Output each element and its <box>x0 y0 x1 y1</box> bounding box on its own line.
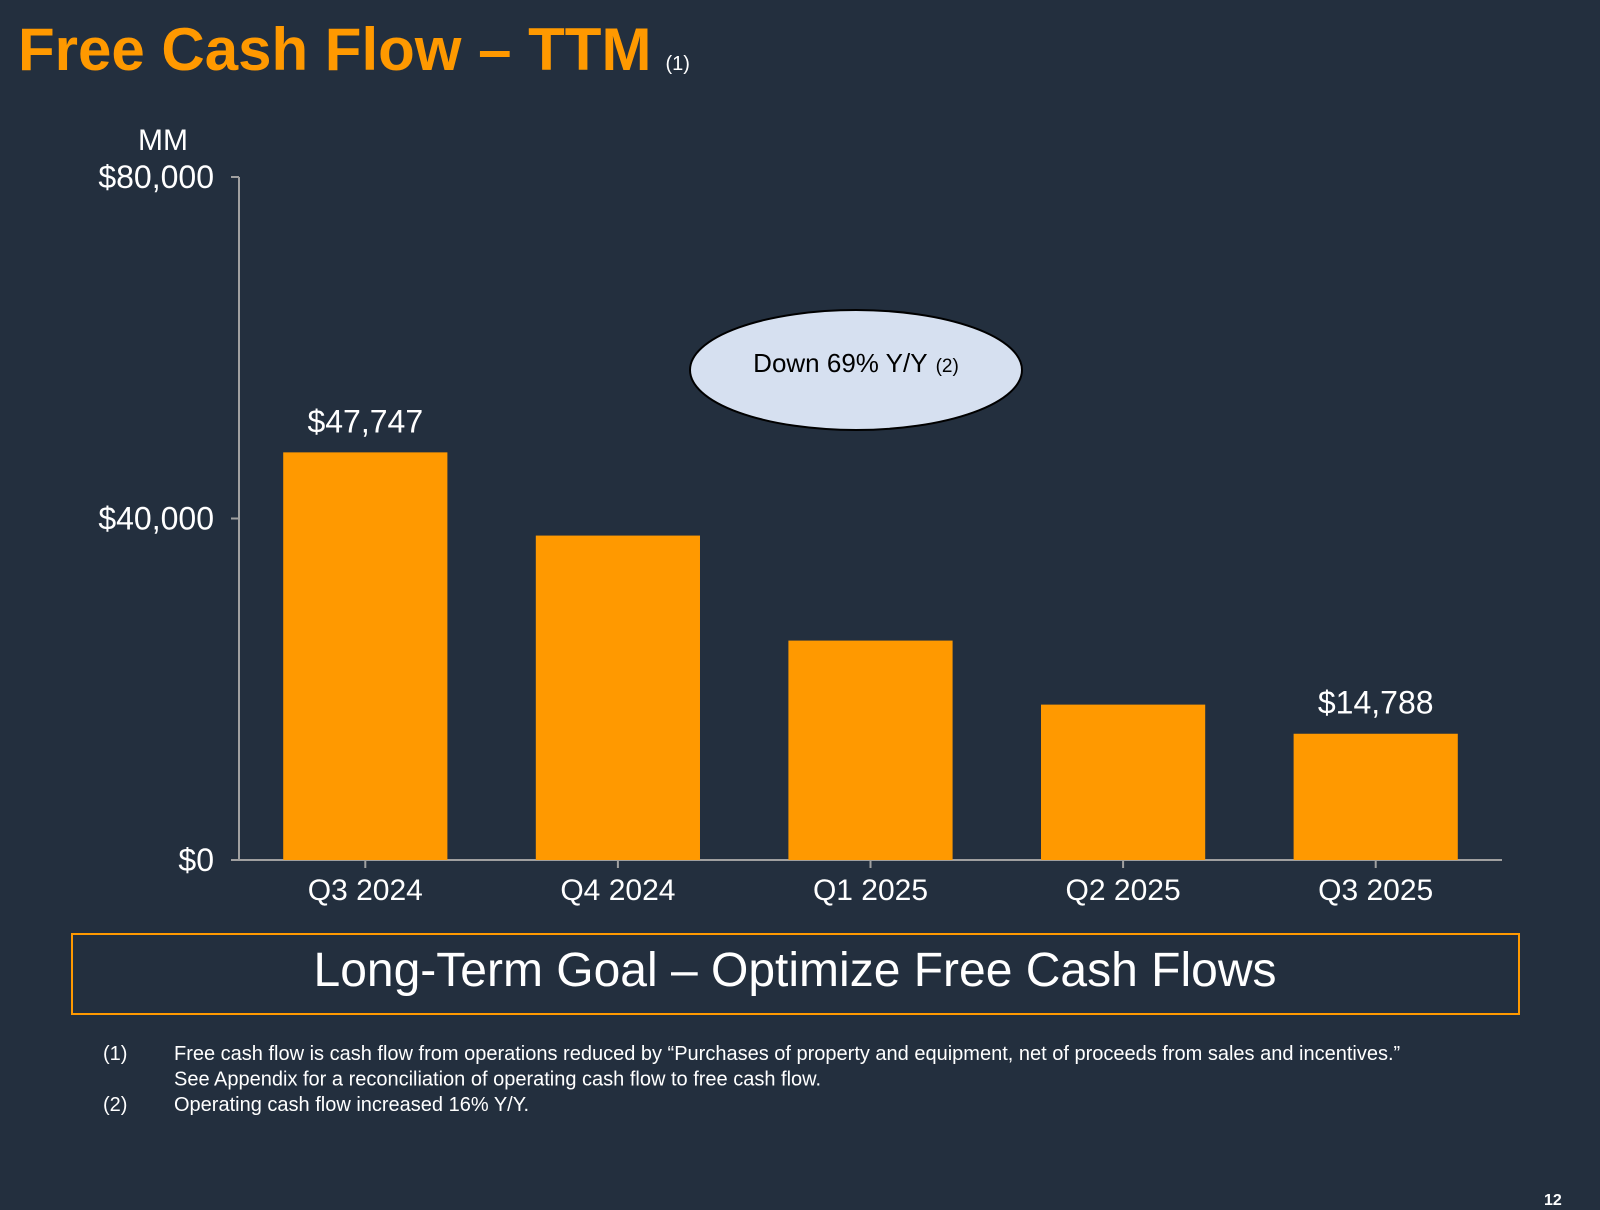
bar <box>1293 733 1458 860</box>
x-tick-label: Q3 2024 <box>308 874 423 907</box>
annotation-text: Down 69% Y/Y <box>753 348 927 378</box>
footnote-text: Free cash flow is cash flow from operati… <box>174 1043 1400 1065</box>
value-label: $14,788 <box>1318 685 1434 721</box>
y-unit: MM <box>138 124 188 157</box>
slide-title: Free Cash Flow – TTM (1) <box>18 16 690 83</box>
page-number: 12 <box>1544 1192 1562 1209</box>
annotation: Down 69% Y/Y (2) <box>753 348 959 378</box>
bar <box>283 452 448 860</box>
bar <box>788 640 953 860</box>
footnote-text: See Appendix for a reconciliation of ope… <box>174 1069 821 1091</box>
x-tick-label: Q3 2025 <box>1318 874 1433 907</box>
title-text: Free Cash Flow – TTM <box>18 16 651 83</box>
footnotes: (1) Free cash flow is cash flow from oper… <box>103 1043 1400 1116</box>
footnote-marker: (1) <box>103 1043 127 1065</box>
x-tick-label: Q1 2025 <box>813 874 928 907</box>
bar <box>535 535 700 860</box>
goal-box <box>71 933 1520 1015</box>
footnote-text: Operating cash flow increased 16% Y/Y. <box>174 1094 529 1116</box>
x-tick-label: Q2 2025 <box>1066 874 1181 907</box>
footnote-marker: (2) <box>103 1094 127 1116</box>
goal-text: Long-Term Goal – Optimize Free Cash Flow… <box>314 944 1277 997</box>
bar <box>1041 704 1206 860</box>
x-tick-label: Q4 2024 <box>560 874 675 907</box>
y-tick-label: $80,000 <box>98 159 214 195</box>
annotation-bubble <box>689 309 1023 431</box>
annotation-note: (2) <box>936 356 959 377</box>
value-label: $47,747 <box>307 403 423 439</box>
y-tick-label: $40,000 <box>98 501 214 537</box>
y-tick-label: $0 <box>178 842 214 878</box>
title-note: (1) <box>665 53 689 75</box>
